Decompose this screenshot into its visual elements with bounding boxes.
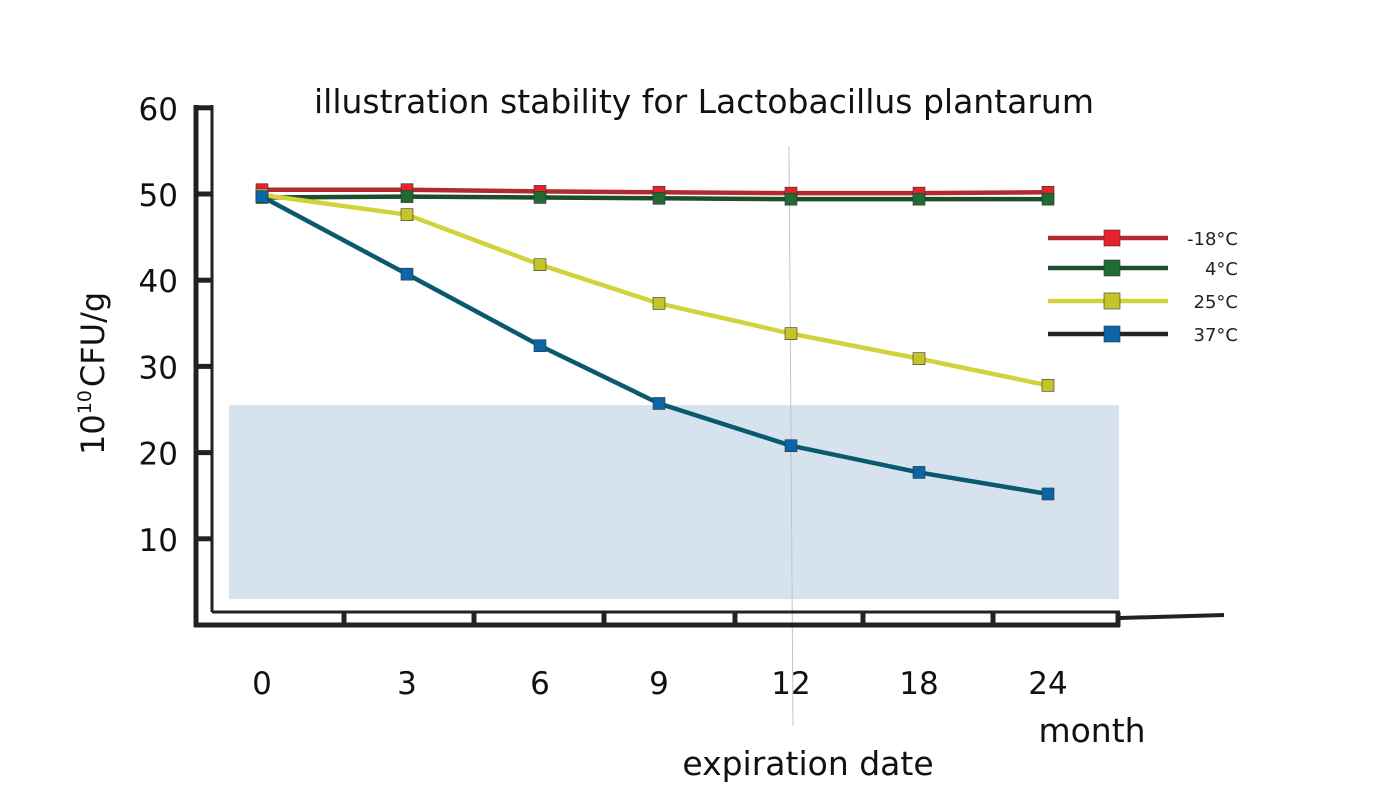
chart-title: illustration stability for Lactobacillus… — [314, 82, 1094, 121]
series-2-point-3 — [652, 297, 666, 310]
x-axis-extension — [1119, 613, 1225, 620]
x-tick-label-18: 18 — [899, 666, 938, 702]
expiration-annotation: expiration date — [682, 744, 933, 783]
y-axis-label-unit: CFU/g — [74, 292, 112, 387]
legend-marker-2 — [1103, 292, 1121, 310]
y-tick-label-60: 60 — [139, 92, 178, 128]
series-3-point-4 — [784, 439, 798, 453]
x-tick-label-3: 3 — [397, 666, 417, 702]
x-unit-label: month — [1038, 711, 1145, 750]
x-tick-label-9: 9 — [649, 666, 669, 702]
legend-label-0: -18°C — [1187, 229, 1238, 250]
legend-label-2: 25°C — [1194, 292, 1238, 313]
series-2-point-6 — [1041, 379, 1055, 392]
series-2-point-2 — [533, 258, 547, 271]
y-axis-label-base: 10 — [74, 414, 112, 455]
series-2-point-1 — [400, 208, 414, 221]
x-tick-label-24: 24 — [1028, 666, 1067, 702]
series-2-point-4 — [784, 327, 798, 340]
legend-label-1: 4°C — [1205, 259, 1238, 280]
x-tick-label-12: 12 — [771, 666, 810, 702]
x-tick-label-0: 0 — [252, 666, 272, 702]
series-group — [255, 183, 1055, 501]
expiration-marker-line — [788, 145, 794, 727]
series-1-point-5 — [912, 192, 926, 206]
series-3-point-5 — [912, 466, 926, 479]
series-3-point-3 — [652, 397, 666, 410]
y-tick-label-10: 10 — [139, 523, 178, 559]
series-line-2 — [261, 192, 1049, 388]
shaded-band — [229, 405, 1119, 600]
legend: -18°C 4°C 25°C 37°C — [1048, 229, 1238, 346]
legend-marker-3 — [1103, 325, 1121, 343]
y-tick-group: 10 20 30 40 50 60 — [139, 92, 212, 559]
y-axis-label: 1010 CFU/g — [74, 292, 112, 455]
series-1-point-4 — [784, 192, 798, 206]
legend-marker-0 — [1103, 229, 1121, 247]
series-3-point-0 — [255, 190, 269, 203]
series-3-point-6 — [1041, 487, 1055, 501]
y-tick-label-40: 40 — [139, 264, 178, 300]
series-2-point-5 — [912, 352, 926, 365]
series-3-point-2 — [533, 339, 547, 353]
series-1-point-3 — [652, 192, 666, 205]
y-tick-label-50: 50 — [139, 178, 178, 214]
legend-label-3: 37°C — [1194, 325, 1238, 346]
y-axis-label-superscript: 10 — [74, 390, 96, 414]
series-3-point-1 — [400, 267, 414, 281]
y-tick-label-30: 30 — [139, 350, 178, 386]
y-tick-label-20: 20 — [139, 437, 178, 473]
series-1-point-6 — [1041, 192, 1055, 206]
legend-marker-1 — [1103, 259, 1121, 277]
x-tick-group: 0 3 6 9 12 18 24 — [252, 612, 1121, 702]
x-tick-label-6: 6 — [530, 666, 550, 702]
series-1-point-2 — [533, 191, 547, 204]
series-1-point-1 — [400, 190, 414, 203]
